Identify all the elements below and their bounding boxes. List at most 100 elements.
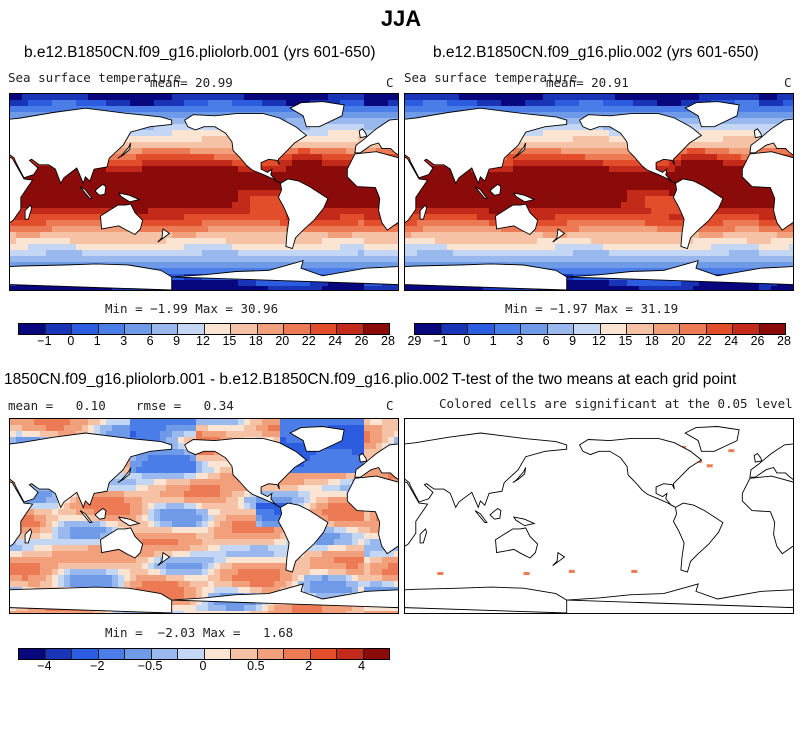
grid-cell: [196, 226, 203, 233]
grid-cell: [435, 220, 442, 227]
grid-cell: [298, 256, 305, 263]
grid-cell: [753, 226, 760, 233]
grid-cell: [184, 154, 191, 161]
grid-cell: [669, 214, 676, 221]
grid-cell: [633, 178, 640, 185]
grid-cell: [669, 262, 676, 269]
grid-cell: [753, 118, 760, 125]
grid-cell: [10, 232, 17, 239]
grid-cell: [244, 250, 251, 257]
grid-cell: [483, 208, 490, 215]
grid-cell: [364, 190, 371, 197]
grid-cell: [154, 232, 161, 239]
colorbar-tick-label: 3: [120, 334, 128, 348]
grid-cell: [633, 172, 640, 179]
grid-cell: [723, 262, 730, 269]
grid-cell: [591, 286, 598, 290]
grid-cell: [22, 437, 29, 444]
grid-cell: [591, 142, 598, 149]
grid-cell: [543, 256, 550, 263]
grid-cell: [765, 196, 772, 203]
grid-cell: [226, 250, 233, 257]
continent-outline: [741, 151, 793, 231]
grid-cell: [621, 184, 628, 191]
grid-cell: [549, 262, 556, 269]
grid-cell: [88, 100, 95, 107]
grid-cell: [603, 262, 610, 269]
grid-cell: [717, 94, 724, 101]
grid-cell: [633, 232, 640, 239]
grid-cell: [603, 202, 610, 209]
grid-cell: [208, 238, 215, 245]
grid-cell: [310, 160, 317, 167]
grid-cell: [322, 238, 329, 245]
grid-cell: [489, 250, 496, 257]
grid-cell: [364, 100, 371, 107]
grid-cell: [645, 208, 652, 215]
grid-cell: [376, 100, 383, 107]
grid-cell: [268, 226, 275, 233]
grid-cell: [298, 166, 305, 173]
grid-cell: [729, 190, 736, 197]
grid-cell: [46, 106, 53, 113]
grid-cell: [202, 100, 209, 107]
grid-cell: [747, 106, 754, 113]
grid-cell: [184, 208, 191, 215]
grid-cell: [513, 244, 520, 251]
grid-cell: [531, 256, 538, 263]
grid-cell: [717, 124, 724, 131]
grid-cell: [184, 262, 191, 269]
grid-cell: [226, 214, 233, 221]
grid-cell: [208, 214, 215, 221]
grid-cell: [166, 262, 173, 269]
grid-cell: [657, 196, 664, 203]
grid-cell: [621, 106, 628, 113]
grid-cell: [226, 196, 233, 203]
grid-cell: [322, 208, 329, 215]
grid-cell: [310, 130, 317, 137]
grid-cell: [124, 238, 131, 245]
grid-cell: [112, 190, 119, 197]
grid-cell: [729, 148, 736, 155]
grid-cell: [501, 238, 508, 245]
grid-cell: [88, 286, 95, 290]
grid-cell: [148, 136, 155, 143]
grid-cell: [531, 238, 538, 245]
grid-cell: [226, 94, 233, 101]
grid-cell: [579, 268, 586, 275]
grid-cell: [459, 250, 466, 257]
grid-cell: [130, 178, 137, 185]
grid-cell: [537, 232, 544, 239]
grid-cell: [561, 178, 568, 185]
grid-cell: [190, 455, 197, 462]
grid-cell: [603, 160, 610, 167]
grid-cell: [513, 166, 520, 173]
grid-cell: [729, 244, 736, 251]
grid-cell: [609, 244, 616, 251]
grid-cell: [340, 419, 347, 426]
grid-cell: [465, 94, 472, 101]
grid-cell: [130, 94, 137, 101]
grid-cell: [711, 184, 718, 191]
grid-cell: [82, 256, 89, 263]
grid-cell: [525, 148, 532, 155]
grid-cell: [190, 208, 197, 215]
grid-cell: [250, 208, 257, 215]
grid-cell: [328, 256, 335, 263]
grid-cell: [585, 190, 592, 197]
grid-cell: [429, 256, 436, 263]
grid-cell: [669, 280, 676, 287]
grid-cell: [70, 178, 77, 185]
grid-cell: [747, 100, 754, 107]
grid-cell: [747, 208, 754, 215]
grid-cell: [136, 425, 143, 432]
grid-cell: [747, 130, 754, 137]
grid-cell: [729, 250, 736, 257]
grid-cell: [663, 250, 670, 257]
grid-cell: [46, 172, 53, 179]
grid-cell: [657, 232, 664, 239]
grid-cell: [154, 112, 161, 119]
grid-cell: [154, 136, 161, 143]
grid-cell: [106, 196, 113, 203]
colorbar-swatch: [574, 324, 601, 334]
